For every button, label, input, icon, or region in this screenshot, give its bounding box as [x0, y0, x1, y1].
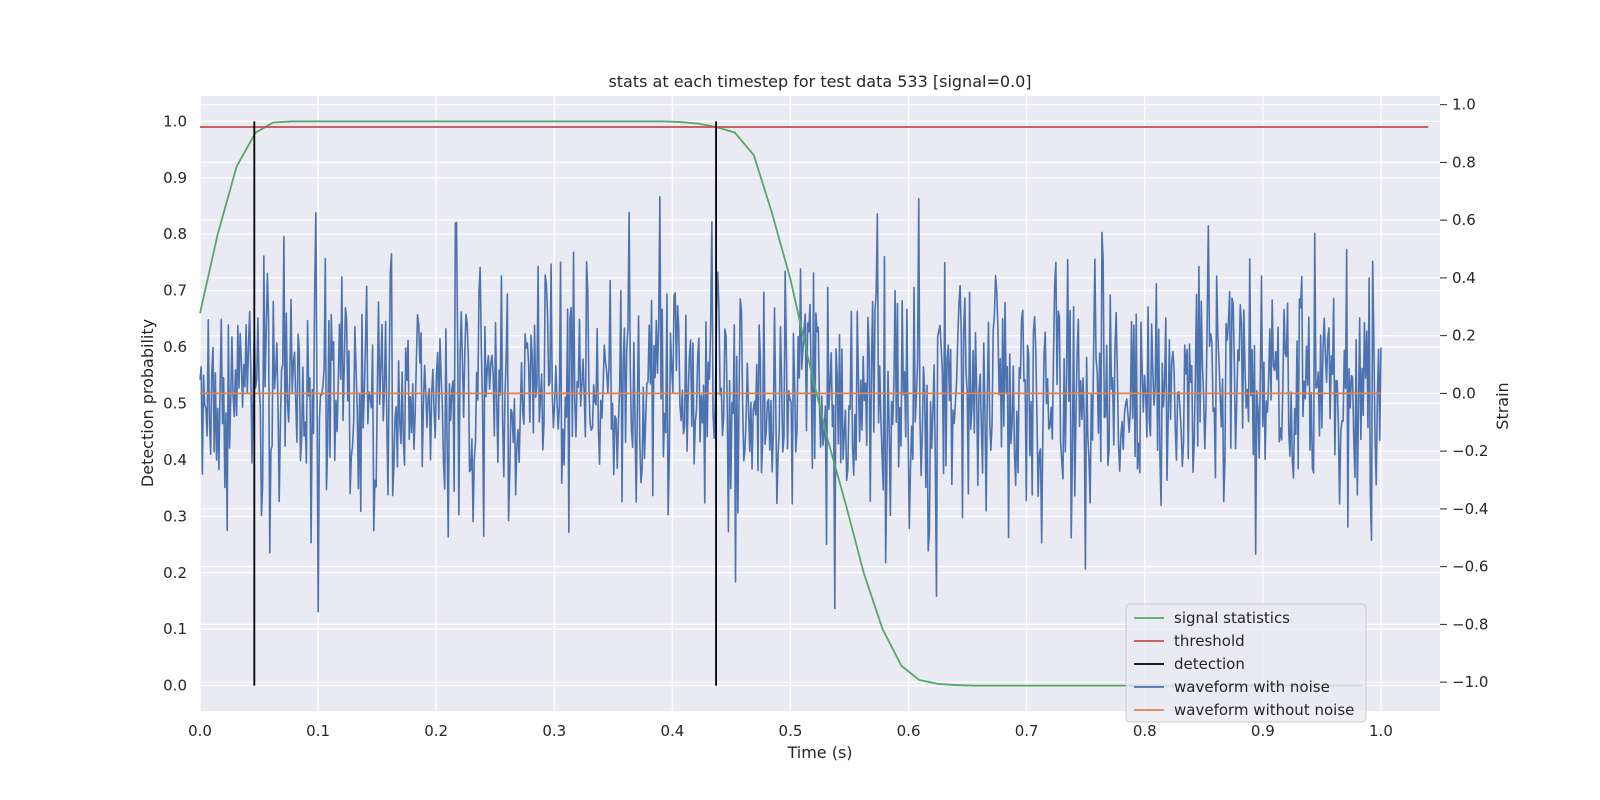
- legend: signal statistics threshold detection wavef…: [1125, 603, 1367, 723]
- y-tick-label: 0.7: [163, 282, 187, 300]
- y2-tick-label: 0.2: [1452, 327, 1476, 345]
- y-tick-label: 0.3: [163, 507, 187, 525]
- x-tick-label: 0.8: [1133, 722, 1157, 740]
- y2-tick-label: −0.6: [1452, 558, 1488, 576]
- y2-tick-label: 0.8: [1452, 153, 1476, 171]
- x-tick-label: 0.9: [1251, 722, 1275, 740]
- legend-label: waveform with noise: [1174, 678, 1330, 696]
- y-tick-label: 0.1: [163, 620, 187, 638]
- x-tick-label: 0.5: [779, 722, 803, 740]
- legend-label: waveform without noise: [1174, 701, 1354, 719]
- y2-tick-label: −1.0: [1452, 673, 1488, 691]
- legend-label: threshold: [1174, 632, 1245, 650]
- x-tick-label: 1.0: [1369, 722, 1393, 740]
- x-tick-label: 0.1: [306, 722, 330, 740]
- series-layer: [199, 120, 1429, 687]
- x-tick-label: 0.2: [424, 722, 448, 740]
- chart-title: stats at each timestep for test data 533…: [608, 72, 1031, 91]
- y-tick-label: 0.6: [163, 338, 187, 356]
- y2-tick-label: 0.4: [1452, 269, 1476, 287]
- y-tick-label: 0.4: [163, 451, 187, 469]
- y-tick-label: 0.2: [163, 564, 187, 582]
- legend-box: [1125, 603, 1367, 723]
- legend-label: detection: [1174, 655, 1245, 673]
- y-tick-label: 0.8: [163, 225, 187, 243]
- x-tick-label: 0.4: [660, 722, 684, 740]
- y-tick-label: 1.0: [163, 112, 187, 130]
- y2-tick-label: −0.8: [1452, 615, 1488, 633]
- y2-tick-label: 0.6: [1452, 211, 1476, 229]
- y2-tick-label: 1.0: [1452, 96, 1476, 114]
- x-tick-label: 0.0: [188, 722, 212, 740]
- x-tick-label: 0.3: [542, 722, 566, 740]
- axes: 0.0 0.1 0.2 0.3 0.4 0.5 0.6 0.7 0.8 0.9 1.0 0.0 0.1 0…: [163, 96, 1488, 740]
- y-tick-label: 0.0: [163, 677, 187, 695]
- y2-tick-label: −0.2: [1452, 442, 1488, 460]
- y-axis-label: Detection probability: [138, 319, 157, 487]
- series-signal-statistics: [199, 120, 1363, 687]
- y-tick-label: 0.5: [163, 395, 187, 413]
- x-tick-label: 0.6: [897, 722, 921, 740]
- x-tick-label: 0.7: [1015, 722, 1039, 740]
- y-tick-label: 0.9: [163, 169, 187, 187]
- x-axis-label: Time (s): [786, 743, 852, 762]
- y2-axis-label: Strain: [1493, 382, 1512, 429]
- y2-tick-label: −0.4: [1452, 500, 1488, 518]
- legend-label: signal statistics: [1174, 609, 1290, 627]
- y2-tick-label: 0.0: [1452, 384, 1476, 402]
